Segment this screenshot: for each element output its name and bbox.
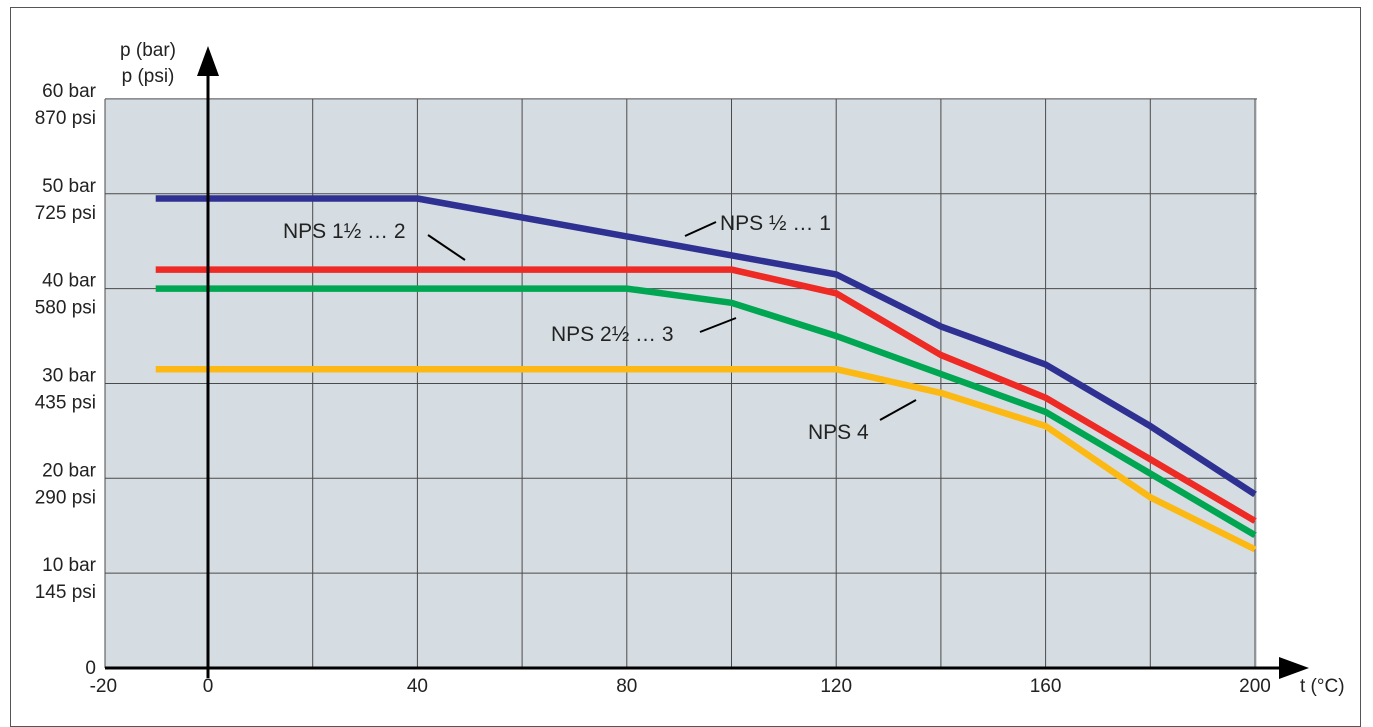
series-label-nps-4: NPS 4 xyxy=(808,421,869,444)
y-tick-label-bar: 10 bar xyxy=(42,555,97,576)
series-label-nps-2half-3: NPS 2½ … 3 xyxy=(551,323,674,346)
series-line-2 xyxy=(155,285,1257,539)
x-tick-label: 120 xyxy=(820,676,852,697)
y-tick-label-bar: 20 bar xyxy=(42,460,97,481)
x-axis-arrow-icon xyxy=(1279,657,1309,679)
series-line-3 xyxy=(155,365,1257,553)
series-line-1 xyxy=(155,266,1257,524)
y-axis-arrow-icon xyxy=(197,46,219,76)
x-tick-label: 40 xyxy=(407,676,428,697)
annotation-leader-3 xyxy=(879,399,917,421)
series-line-0 xyxy=(155,195,1257,498)
y-axis-label-psi: p (psi) xyxy=(122,66,175,87)
y-tick-label-psi: 145 psi xyxy=(35,582,96,603)
annotation-leaders xyxy=(427,221,917,421)
annotation-leader-0 xyxy=(684,221,717,237)
y-tick-label-bar: 50 bar xyxy=(42,176,97,197)
x-axis-label: t (°C) xyxy=(1300,676,1345,697)
y-tick-label-psi: 725 psi xyxy=(35,203,96,224)
annotation-leader-1 xyxy=(427,234,466,261)
annotation-leader-2 xyxy=(699,317,737,333)
x-tick-label: 160 xyxy=(1030,676,1062,697)
y-tick-label-bar: 30 bar xyxy=(42,365,97,386)
y-tick-label-psi: 290 psi xyxy=(35,487,96,508)
x-tick-label: -20 xyxy=(90,676,117,697)
y-tick-label-psi: 435 psi xyxy=(35,392,96,413)
x-tick-label: 200 xyxy=(1239,676,1271,697)
series-label-nps-half-1: NPS ½ … 1 xyxy=(720,212,831,235)
y-tick-label-bar: 0 xyxy=(85,658,96,679)
x-tick-label: 80 xyxy=(616,676,637,697)
y-tick-label-bar: 60 bar xyxy=(42,81,97,102)
axes xyxy=(105,46,1309,679)
series-label-nps-1half-2: NPS 1½ … 2 xyxy=(283,220,406,243)
x-tick-label: 0 xyxy=(203,676,214,697)
y-tick-label-psi: 870 psi xyxy=(35,108,96,129)
y-tick-label-bar: 40 bar xyxy=(42,271,97,292)
series-lines xyxy=(155,195,1257,553)
y-axis-label-bar: p (bar) xyxy=(120,40,176,61)
y-tick-label-psi: 580 psi xyxy=(35,298,96,319)
